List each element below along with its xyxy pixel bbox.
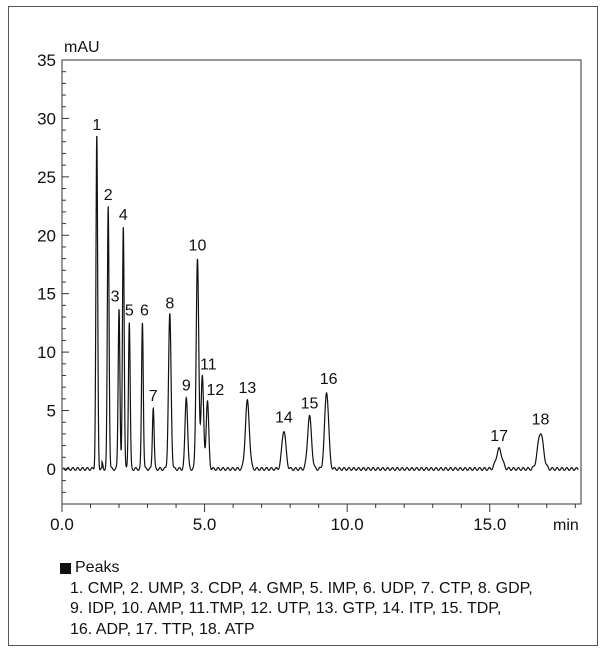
y-tick-label: 20 xyxy=(37,226,56,245)
peak-label: 2 xyxy=(104,187,113,204)
y-tick-label: 5 xyxy=(47,402,56,421)
legend-title: Peaks xyxy=(75,559,120,576)
legend-square-icon xyxy=(60,562,71,574)
x-tick-label: 15.0 xyxy=(473,515,506,534)
peak-label: 17 xyxy=(490,428,508,445)
figure-frame xyxy=(8,6,598,646)
legend-lines: 1. CMP, 2. UMP, 3. CDP, 4. GMP, 5. IMP, … xyxy=(70,579,600,641)
legend-title-row: Peaks xyxy=(60,558,600,579)
x-axis-label: min xyxy=(553,517,579,534)
peaks-legend: Peaks 1. CMP, 2. UMP, 3. CDP, 4. GMP, 5.… xyxy=(60,558,600,640)
peak-label: 18 xyxy=(532,412,550,429)
legend-line: 9. IDP, 10. AMP, 11.TMP, 12. UTP, 13. GT… xyxy=(70,600,502,617)
x-tick-label: 5.0 xyxy=(193,515,217,534)
legend-line: 16. ADP, 17. TTP, 18. ATP xyxy=(70,620,255,638)
y-tick-label: 35 xyxy=(37,51,56,70)
peak-label: 6 xyxy=(140,303,149,320)
y-tick-label: 25 xyxy=(37,168,56,187)
peak-label: 11 xyxy=(200,356,217,373)
peak-label: 10 xyxy=(189,238,207,255)
peak-label: 9 xyxy=(182,378,191,395)
legend-line: 1. CMP, 2. UMP, 3. CDP, 4. GMP, 5. IMP, … xyxy=(70,579,533,597)
peak-label: 16 xyxy=(320,371,338,388)
y-tick-label: 30 xyxy=(37,109,56,128)
peak-label: 3 xyxy=(111,289,120,306)
peak-label: 5 xyxy=(125,303,134,320)
peak-label: 13 xyxy=(238,380,256,397)
peak-label: 14 xyxy=(275,409,293,426)
peak-label: 7 xyxy=(149,388,158,405)
peak-label: 8 xyxy=(165,296,174,313)
y-tick-label: 15 xyxy=(37,285,56,304)
peak-label: 12 xyxy=(207,382,225,399)
peak-label: 4 xyxy=(119,207,128,224)
chromatogram-trace xyxy=(63,135,579,471)
x-tick-label: 0.0 xyxy=(50,515,74,534)
y-axis-label: mAU xyxy=(64,39,100,56)
y-tick-label: 0 xyxy=(47,460,56,479)
x-tick-label: 10.0 xyxy=(331,515,364,534)
peak-label: 15 xyxy=(301,395,319,412)
peak-label: 1 xyxy=(92,117,101,134)
y-tick-label: 10 xyxy=(37,343,56,362)
